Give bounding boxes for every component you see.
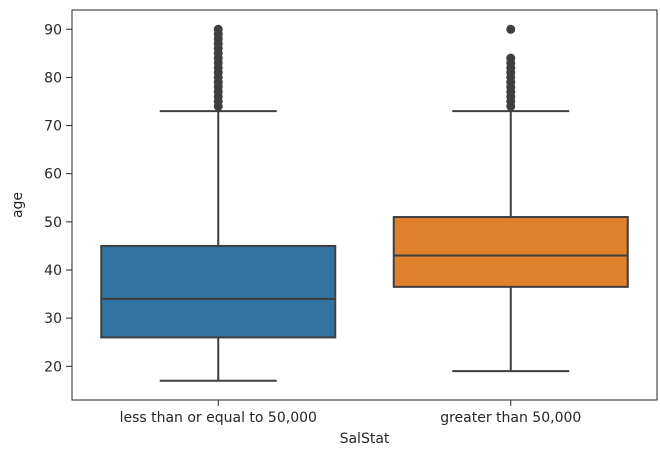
x-axis: less than or equal to 50,000 greater than… — [120, 400, 581, 426]
y-axis: 20 30 40 50 60 70 80 90 — [44, 22, 72, 375]
box-group-1 — [100, 24, 337, 382]
boxes-layer — [100, 24, 629, 382]
iqr-box — [100, 244, 337, 339]
y-tick-label: 60 — [44, 167, 62, 183]
y-tick-label: 30 — [44, 311, 62, 327]
outlier-point — [506, 53, 516, 63]
y-tick-label: 70 — [44, 119, 62, 135]
plot-frame — [71, 9, 658, 401]
y-tick-label: 80 — [44, 70, 62, 86]
outlier-point — [213, 24, 223, 34]
x-tick-label: less than or equal to 50,000 — [120, 410, 317, 426]
outlier-point — [506, 24, 516, 34]
y-tick-label: 40 — [44, 263, 62, 279]
box-group-2 — [392, 24, 629, 373]
y-axis-label: age — [10, 192, 26, 218]
x-tick-label: greater than 50,000 — [440, 410, 581, 426]
y-tick-label: 90 — [44, 22, 62, 38]
x-axis-label: SalStat — [340, 431, 390, 447]
y-tick-label: 50 — [44, 215, 62, 231]
iqr-box — [392, 216, 629, 288]
y-tick-label: 20 — [44, 359, 62, 375]
